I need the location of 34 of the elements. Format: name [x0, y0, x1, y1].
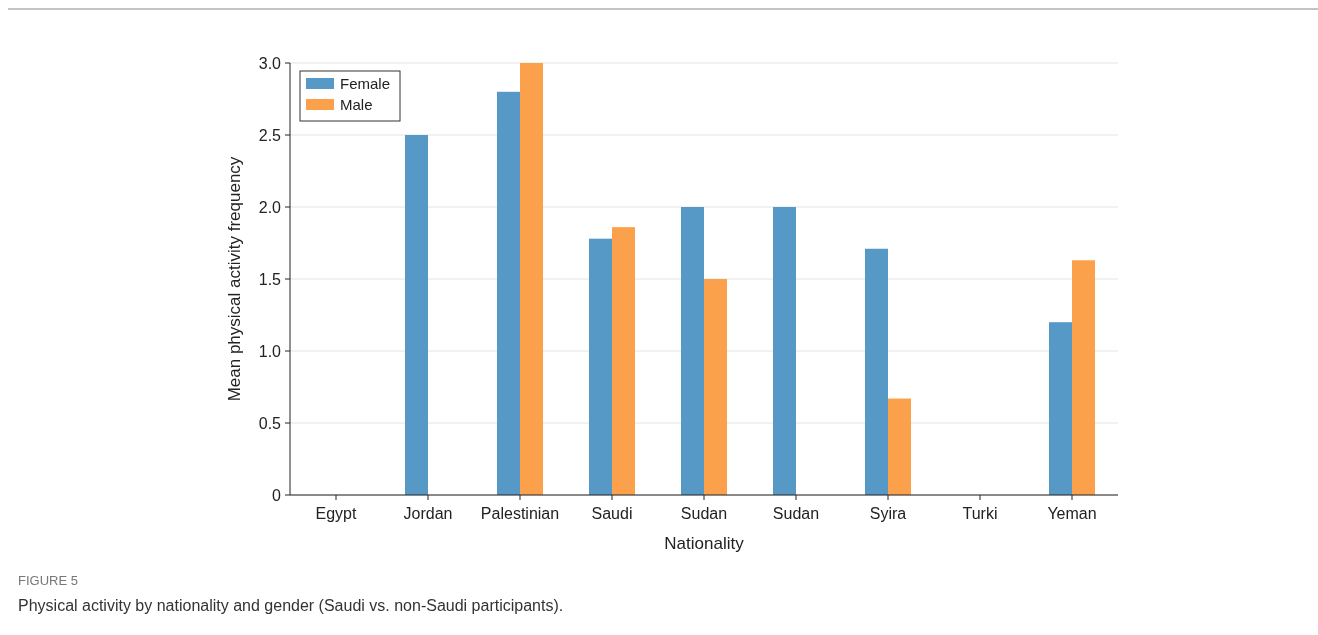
y-tick-label: 0 — [272, 486, 282, 504]
y-tick-label: 1.5 — [258, 270, 282, 288]
bar — [1049, 322, 1072, 495]
y-tick-label: 3.0 — [258, 54, 282, 72]
bar — [520, 63, 543, 495]
y-axis-title: Mean physical activity frequency — [225, 156, 244, 402]
x-tick-label: Syira — [869, 505, 907, 522]
y-tick-label: 0.5 — [258, 414, 282, 432]
bar — [865, 248, 888, 495]
x-axis-title: Nationality — [664, 534, 745, 553]
bar — [888, 398, 911, 495]
x-tick-label: Egypt — [315, 505, 358, 522]
x-tick-label: Jordan — [403, 505, 453, 522]
x-tick-label: Saudi — [591, 505, 633, 522]
text: Physical activity by nationality and gender (Saudi vs. non-Saudi participants). — [18, 597, 564, 614]
y-tick-label: 2.5 — [258, 126, 282, 144]
x-tick-label: Sudan — [680, 505, 728, 522]
x-tick-label: Sudan — [772, 505, 820, 522]
x-tick-label: Palestinian — [480, 505, 560, 522]
bar — [405, 135, 428, 495]
y-tick-label: 2.0 — [258, 198, 282, 216]
caption: FIGURE 5 — [18, 573, 78, 588]
legend-label: Male — [340, 96, 373, 114]
bar — [589, 238, 612, 495]
x-tick-label: Yeman — [1047, 505, 1097, 522]
y-tick-label: 1.0 — [258, 342, 282, 360]
legend-label: Female — [340, 75, 391, 93]
bar — [681, 207, 704, 495]
bar — [497, 91, 520, 495]
bar — [773, 207, 796, 495]
bar — [704, 279, 727, 495]
bar — [612, 227, 635, 495]
bar — [1072, 260, 1095, 495]
x-tick-label: Turki — [962, 505, 998, 522]
